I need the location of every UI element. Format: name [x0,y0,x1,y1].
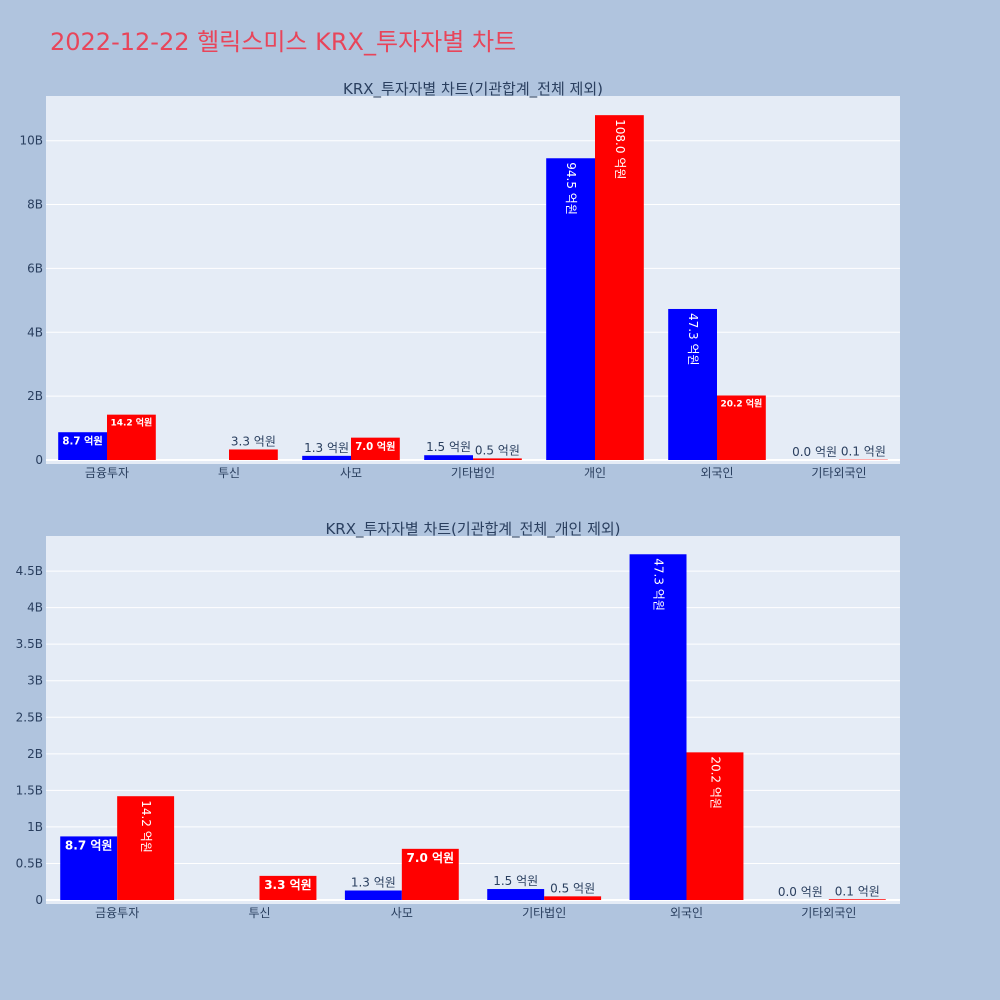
bar [401,848,459,900]
bar [546,158,595,460]
x-tick-label: 금융투자 [85,466,129,480]
y-tick-label: 4B [27,325,43,339]
y-tick-label: 4.5B [16,564,43,578]
data-label: 47.3 억원 [652,558,666,611]
data-label: 0.1 억원 [835,884,880,898]
x-tick-label: 기타외국인 [801,906,856,920]
bar [717,395,766,460]
bar [302,455,351,460]
chart-title: KRX_투자자별 차트(기관합계_전체 제외) [343,80,603,99]
plot-area [46,96,900,464]
chart-title: KRX_투자자별 차트(기관합계_전체_개인 제외) [325,520,620,539]
data-label: 8.7 억원 [65,839,113,853]
bar [668,308,717,460]
data-label: 3.3 억원 [231,434,276,448]
data-label: 14.2 억원 [139,800,153,853]
bar [344,890,402,900]
x-tick-label: 기타법인 [451,466,495,480]
data-label: 0.0 억원 [778,885,823,899]
bar [117,796,175,900]
data-label: 1.3 억원 [351,875,396,889]
x-tick-label: 개인 [584,466,606,480]
data-label: 3.3 억원 [264,878,312,892]
y-tick-label: 4B [27,601,43,615]
data-label: 47.3 억원 [686,313,700,366]
bar [107,414,156,460]
chart-2: KRX_투자자별 차트(기관합계_전체_개인 제외) 0 0.5B 1B 1.5B 2B 2… [16,520,900,920]
bar [487,889,545,900]
y-tick-label: 3.5B [16,637,43,651]
y-tick-label: 8B [27,198,43,212]
data-label: 1.5 억원 [493,874,538,888]
plot-area [46,536,900,904]
data-label: 8.7 억원 [62,434,102,447]
y-tick-label: 1.5B [16,783,43,797]
x-tick-label: 외국인 [670,906,703,920]
y-tick-label: 0 [35,893,43,907]
data-label: 20.2 억원 [708,756,722,809]
y-tick-label: 3B [27,674,43,688]
x-tick-label: 투신 [218,466,240,480]
data-label: 94.5 억원 [564,162,578,215]
bar [58,432,107,460]
x-tick-label: 기타법인 [522,906,566,920]
bar [229,449,278,460]
data-label: 14.2 억원 [110,417,152,429]
x-tick-label: 금융투자 [95,906,139,920]
bar [473,458,522,460]
y-tick-label: 6B [27,261,43,275]
data-label: 20.2 억원 [720,397,762,409]
bar [259,875,317,900]
y-tick-label: 10B [19,134,43,148]
page-title: 2022-12-22 헬릭스미스 KRX_투자자별 차트 [50,28,517,56]
x-tick-label: 사모 [391,906,413,920]
data-label: 1.3 억원 [304,441,349,455]
bar [828,899,886,900]
x-tick-label: 기타외국인 [811,466,866,480]
data-label: 108.0 억원 [613,119,627,179]
bar [544,896,602,900]
y-tick-label: 2.5B [16,710,43,724]
bar [424,455,473,460]
bar [60,836,118,900]
bar [686,752,744,900]
y-tick-label: 2B [27,389,43,403]
chart-1: KRX_투자자별 차트(기관합계_전체 제외) 0 2B 4B 6B 8B 10B 금융투자 8… [19,80,900,480]
data-label: 0.0 억원 [792,445,837,459]
bar [351,437,400,460]
x-tick-label: 외국인 [700,466,733,480]
data-label: 0.5 억원 [475,443,520,457]
data-label: 0.5 억원 [550,881,595,895]
bar [629,554,687,900]
data-label: 7.0 억원 [407,851,455,865]
x-tick-label: 사모 [340,466,362,480]
data-label: 1.5 억원 [426,440,471,454]
x-tick-label: 투신 [248,906,270,920]
data-label: 0.1 억원 [841,445,886,459]
data-label: 7.0 억원 [355,440,395,453]
y-tick-label: 0.5B [16,856,43,870]
y-tick-label: 2B [27,747,43,761]
y-tick-label: 1B [27,820,43,834]
bar [595,115,644,460]
y-tick-label: 0 [35,453,43,467]
